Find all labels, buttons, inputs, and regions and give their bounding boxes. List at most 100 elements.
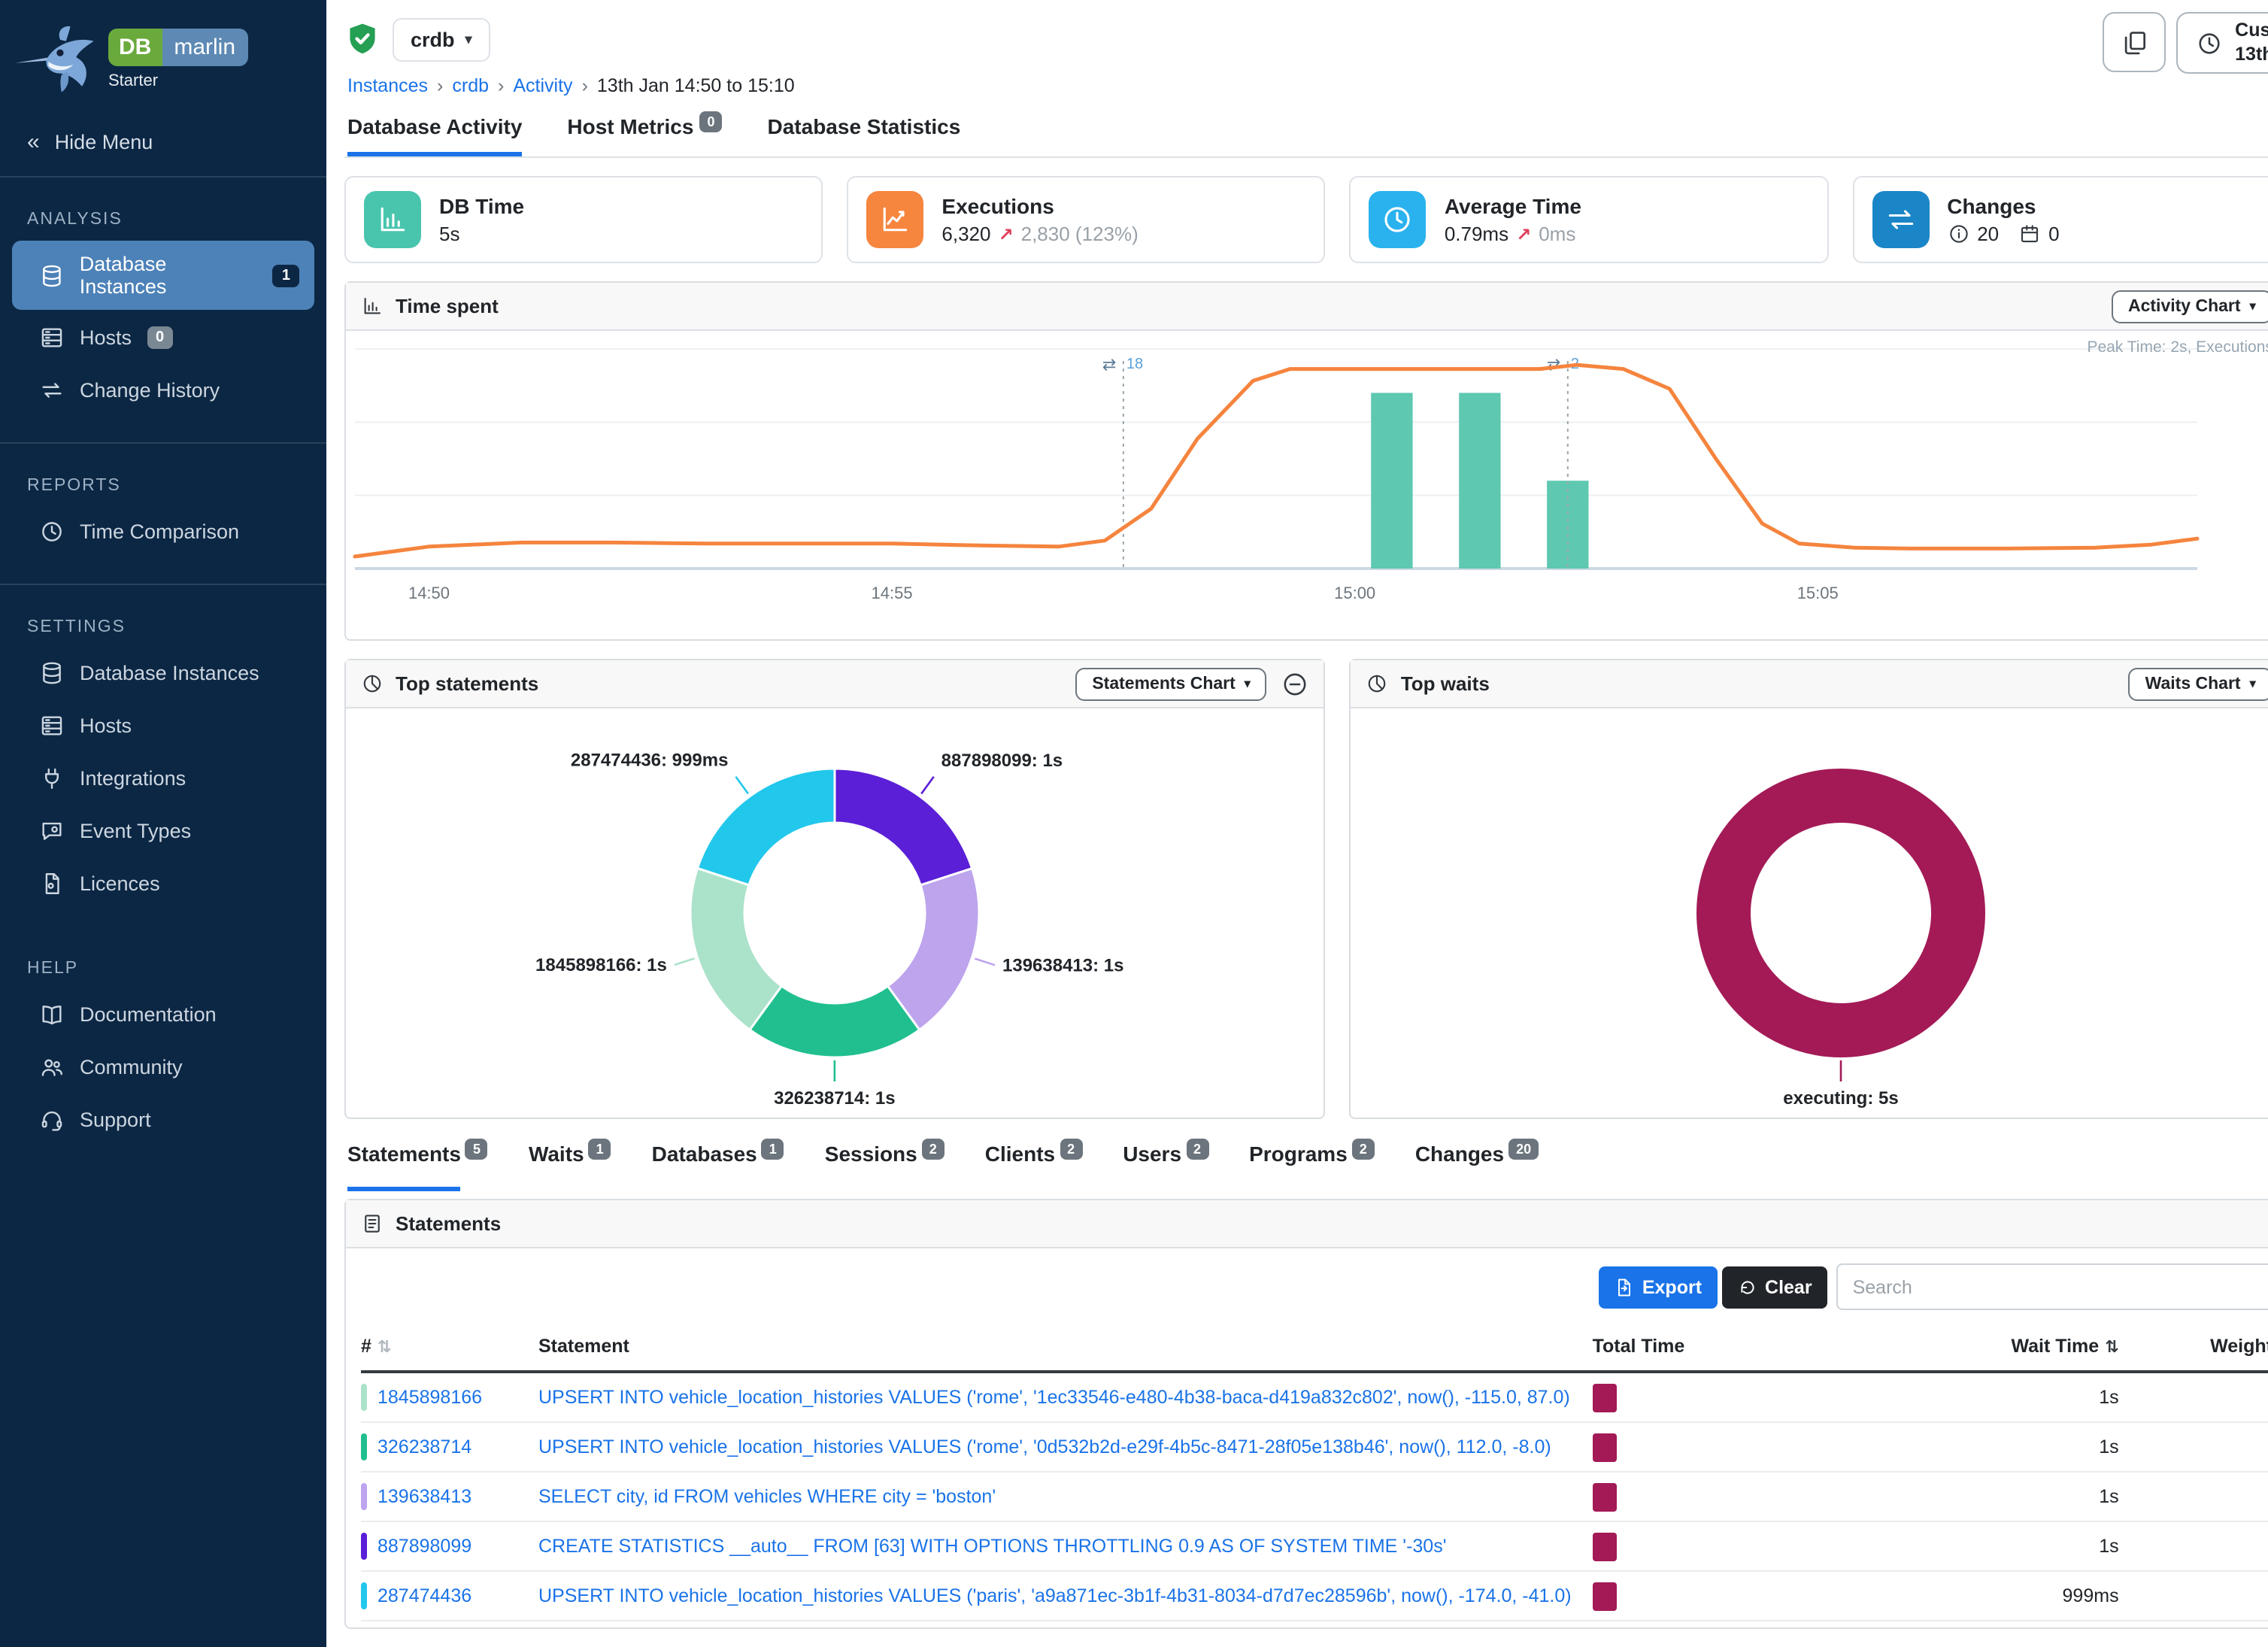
chevron-down-icon: ▾ (2249, 677, 2256, 690)
wait-time-value: 1s (2099, 1536, 2119, 1557)
edition-label: Starter (108, 71, 159, 89)
activity-chart-select[interactable]: Activity Chart ▾ (2112, 290, 2268, 323)
statement-color-chip (361, 1384, 367, 1411)
sidebar-item-label: Change History (80, 379, 220, 402)
licence-icon (45, 873, 59, 894)
statement-text-link[interactable]: UPSERT INTO vehicle_location_histories V… (538, 1387, 1570, 1408)
detail-tab-badge: 2 (1186, 1139, 1209, 1160)
instance-selector[interactable]: crdb ▾ (393, 17, 490, 61)
clear-button[interactable]: Clear (1721, 1266, 1827, 1308)
sidebar-section-settings: SETTINGS Database Instances Hosts Integrati… (0, 585, 326, 927)
sidebar-item-hosts[interactable]: Hosts (12, 701, 314, 751)
statement-color-chip (361, 1433, 367, 1460)
sidebar-item-database-instances[interactable]: Database Instances (12, 648, 314, 698)
statement-text-link[interactable]: UPSERT INTO vehicle_location_histories V… (538, 1585, 1572, 1606)
detail-tab-databases[interactable]: Databases 1 (652, 1139, 784, 1191)
statement-color-chip (361, 1483, 367, 1510)
donut-slice-1845898166[interactable] (689, 866, 784, 1032)
sidebar: DB marlin Starter « Hide Menu ANALYSIS Da… (0, 0, 326, 1647)
tab-database-statistics[interactable]: Database Statistics (767, 114, 961, 138)
instance-name: crdb (411, 28, 455, 50)
column-header--[interactable]: # ⇅ (361, 1336, 392, 1357)
donut-label: 139638413: 1s (1002, 955, 1123, 975)
sidebar-item-event-types[interactable]: Event Types (12, 806, 314, 856)
sidebar-item-label: Community (80, 1056, 183, 1078)
table-toolbar: Export Clear (346, 1248, 2268, 1322)
total-time-bar (1592, 1433, 1617, 1461)
breadcrumb-item[interactable]: Activity (513, 75, 573, 96)
sidebar-item-community[interactable]: Community (12, 1042, 314, 1092)
time-range-date: 13th Jan (2235, 43, 2268, 65)
donut-label: 1845898166: 1s (535, 955, 667, 975)
column-header-weight-[interactable]: Weight %⇅ (2210, 1336, 2268, 1357)
sidebar-item-documentation[interactable]: Documentation (12, 990, 314, 1039)
plug-icon (45, 768, 59, 789)
change-icon (1887, 210, 1913, 229)
tab-host-metrics[interactable]: Host Metrics 0 (567, 111, 723, 156)
donut-slice-287474436[interactable] (696, 767, 836, 887)
breadcrumb: Instances › crdb › Activity › 13th Jan 14:50 t… (347, 75, 2268, 96)
change-marker-icon: ⇄ (1547, 355, 1560, 374)
info-icon (1949, 225, 1967, 243)
statement-text-link[interactable]: CREATE STATISTICS __auto__ FROM [63] WIT… (538, 1536, 1447, 1557)
column-header-total-time: Total Time (1592, 1336, 1685, 1357)
breadcrumb-item: 13th Jan 14:50 to 15:10 (596, 75, 795, 96)
statement-id-link[interactable]: 326238714 (377, 1436, 472, 1457)
detail-tab-clients[interactable]: Clients 2 (985, 1139, 1083, 1191)
sidebar-item-integrations[interactable]: Integrations (12, 754, 314, 803)
collapse-icon[interactable] (1282, 670, 1309, 697)
x-axis-tick: 14:50 (408, 584, 450, 602)
statement-color-chip (361, 1582, 367, 1609)
sidebar-item-support[interactable]: Support (12, 1095, 314, 1145)
donut-slice-executing[interactable] (1696, 769, 1985, 1057)
weight-value: 20% (2119, 1436, 2268, 1457)
export-button[interactable]: Export (1598, 1266, 1718, 1308)
trend-up-icon: ↗ (1516, 223, 1532, 244)
minus-icon (1284, 672, 1307, 695)
detail-tab-statements[interactable]: Statements 5 (347, 1139, 488, 1191)
statements-chart-select[interactable]: Statements Chart ▾ (1075, 667, 1267, 700)
health-shield-icon (344, 21, 381, 57)
detail-tab-waits[interactable]: Waits 1 (529, 1139, 611, 1191)
statement-text-link[interactable]: SELECT city, id FROM vehicles WHERE city… (538, 1486, 996, 1507)
sidebar-item-hosts[interactable]: Hosts 0 (12, 313, 314, 362)
sidebar-item-licences[interactable]: Licences (12, 859, 314, 908)
detail-tab-sessions[interactable]: Sessions 2 (825, 1139, 944, 1191)
sidebar-item-label: Event Types (80, 820, 192, 842)
search-input[interactable] (1836, 1263, 2268, 1310)
detail-tab-programs[interactable]: Programs 2 (1249, 1139, 1375, 1191)
marlin-fish-icon (14, 26, 94, 93)
kpi-title: DB Time (439, 194, 525, 218)
people-icon (41, 1059, 62, 1076)
chevron-down-icon: ▾ (2249, 299, 2256, 313)
breadcrumb-item[interactable]: Instances (347, 75, 429, 96)
sidebar-item-time-comparison[interactable]: Time Comparison (12, 507, 314, 557)
wait-time-value: 999ms (2062, 1585, 2119, 1606)
statement-text-link[interactable]: UPSERT INTO vehicle_location_histories V… (538, 1436, 1551, 1457)
statement-id-link[interactable]: 287474436 (377, 1585, 472, 1606)
donut-slice-887898099[interactable] (833, 767, 974, 887)
detail-tab-badge: 20 (1508, 1139, 1539, 1160)
time-range-mode: Custom (2235, 20, 2268, 41)
copy-link-button[interactable] (2103, 12, 2166, 72)
statement-id-link[interactable]: 139638413 (377, 1486, 472, 1507)
statement-id-link[interactable]: 1845898166 (377, 1387, 483, 1408)
table-body: 1845898166 UPSERT INTO vehicle_location_h… (361, 1373, 2268, 1621)
statement-id-link[interactable]: 887898099 (377, 1536, 472, 1557)
hide-menu-button[interactable]: « Hide Menu (0, 111, 326, 177)
waits-chart-select[interactable]: Waits Chart ▾ (2128, 667, 2268, 700)
barchart-icon (381, 207, 405, 232)
kpi-value: 0.79ms ↗ 0ms (1444, 223, 1576, 245)
breadcrumb-item[interactable]: crdb (452, 75, 490, 96)
detail-tab-users[interactable]: Users 2 (1123, 1139, 1209, 1191)
column-header-wait-time[interactable]: Wait Time ⇅ (2011, 1336, 2119, 1357)
detail-tab-changes[interactable]: Changes 20 (1415, 1139, 1539, 1191)
trend-up-icon: ↗ (998, 223, 1014, 244)
sidebar-item-change-history[interactable]: Change History (12, 365, 314, 415)
time-range-button[interactable]: Custom 13th Jan (2176, 12, 2268, 74)
wait-time-value: 1s (2099, 1436, 2119, 1457)
sidebar-item-database-instances[interactable]: Database Instances 1 (12, 241, 314, 310)
tab-database-activity[interactable]: Database Activity (347, 114, 523, 156)
sidebar-item-badge: 1 (272, 264, 299, 287)
bar-chart-icon (361, 295, 384, 317)
